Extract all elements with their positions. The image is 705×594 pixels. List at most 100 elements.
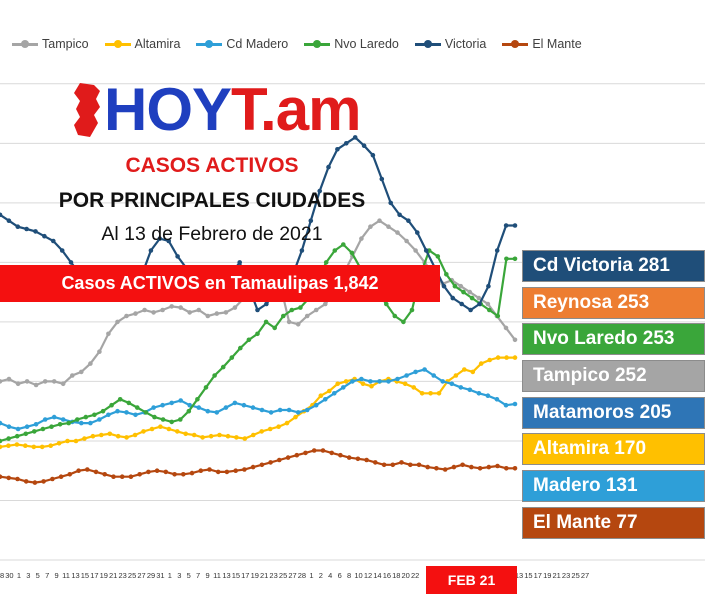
x-tick-label: 9: [206, 571, 210, 580]
data-point: [255, 307, 260, 313]
legend-swatch: [12, 39, 38, 49]
data-point: [163, 469, 169, 475]
data-point: [361, 143, 367, 148]
data-point: [294, 452, 300, 458]
data-point: [154, 468, 160, 474]
data-point: [368, 224, 373, 229]
data-point: [323, 301, 328, 307]
data-point: [388, 200, 394, 206]
data-point: [59, 248, 65, 253]
data-point: [97, 349, 102, 355]
x-tick-label: 31: [156, 571, 164, 580]
x-tick-label: 27: [581, 571, 589, 580]
data-point: [313, 307, 319, 313]
data-point: [160, 402, 165, 408]
data-point: [311, 448, 317, 453]
data-point: [425, 464, 431, 470]
data-point: [487, 357, 493, 363]
data-point: [381, 462, 387, 468]
data-point: [449, 381, 455, 387]
data-point: [470, 369, 476, 375]
data-point: [318, 393, 324, 399]
data-point: [229, 355, 235, 360]
x-tick-label: 5: [36, 571, 40, 580]
data-point: [298, 305, 303, 310]
data-point: [468, 307, 473, 313]
chart-series: [0, 135, 518, 485]
data-point: [189, 470, 195, 476]
data-point: [212, 373, 217, 378]
data-point: [126, 400, 132, 406]
x-tick-label: 29: [147, 571, 155, 580]
data-point: [277, 457, 282, 463]
legend-label: Cd Madero: [226, 37, 289, 51]
data-point: [24, 226, 29, 232]
data-point: [32, 429, 37, 434]
data-point: [187, 402, 192, 408]
data-point: [6, 424, 12, 430]
data-point: [85, 467, 90, 472]
x-tick-label: 3: [26, 571, 30, 580]
data-point: [137, 472, 142, 477]
data-point: [83, 414, 89, 420]
data-point: [214, 410, 220, 415]
data-point: [359, 376, 364, 382]
x-tick-label: 28: [0, 571, 4, 580]
legend-swatch: [196, 39, 223, 49]
total-active-banner: Casos ACTIVOS en Tamaulipas 1,842: [0, 265, 440, 302]
series-cd-madero: [0, 367, 518, 432]
data-point: [50, 476, 55, 482]
data-point: [151, 405, 156, 410]
data-point: [308, 218, 314, 223]
data-point: [397, 212, 402, 218]
data-point: [452, 283, 458, 289]
chart-legend: Tampico Altamira Cd Madero Nvo Laredo Victor…: [12, 37, 582, 51]
x-tick-label: 25: [571, 571, 579, 580]
data-point: [115, 319, 120, 325]
city-box: El Mante 77: [522, 507, 705, 539]
data-point: [223, 405, 229, 410]
data-point: [224, 469, 230, 475]
logo-text-blue: HOY: [104, 76, 232, 143]
data-point: [409, 307, 415, 313]
legend-item-victoria: Victoria: [414, 37, 486, 51]
legend-item-nvo-laredo: Nvo Laredo: [304, 37, 399, 51]
data-point: [451, 464, 457, 470]
city-box: Tampico 252: [522, 360, 705, 392]
data-point: [462, 367, 467, 372]
data-point: [369, 383, 374, 389]
data-point: [23, 479, 29, 484]
data-point: [133, 311, 138, 316]
data-point: [317, 188, 323, 194]
data-point: [225, 433, 231, 439]
data-point: [51, 414, 57, 420]
data-point: [70, 373, 75, 378]
data-point: [476, 295, 482, 301]
data-point: [338, 452, 343, 458]
data-point: [303, 450, 308, 456]
x-tick-label: 9: [55, 571, 59, 580]
data-point: [478, 361, 484, 366]
data-point: [485, 301, 491, 307]
data-point: [335, 381, 341, 387]
data-point: [233, 468, 238, 474]
data-point: [503, 402, 509, 408]
data-point: [413, 248, 418, 253]
data-point: [512, 256, 518, 262]
data-point: [99, 432, 104, 438]
data-point: [42, 233, 47, 239]
data-point: [160, 417, 166, 422]
data-point: [386, 224, 391, 229]
data-point: [6, 436, 11, 441]
x-tick-label: 20: [402, 571, 410, 580]
legend-item-cd-madero: Cd Madero: [196, 37, 288, 51]
data-point: [33, 229, 38, 234]
data-point: [259, 429, 265, 434]
data-point: [512, 466, 518, 471]
x-tick-label: 22: [411, 571, 419, 580]
x-tick-label: 12: [364, 571, 372, 580]
data-point: [166, 238, 171, 244]
data-point: [14, 433, 20, 439]
data-point: [117, 397, 123, 402]
data-point: [31, 444, 37, 450]
